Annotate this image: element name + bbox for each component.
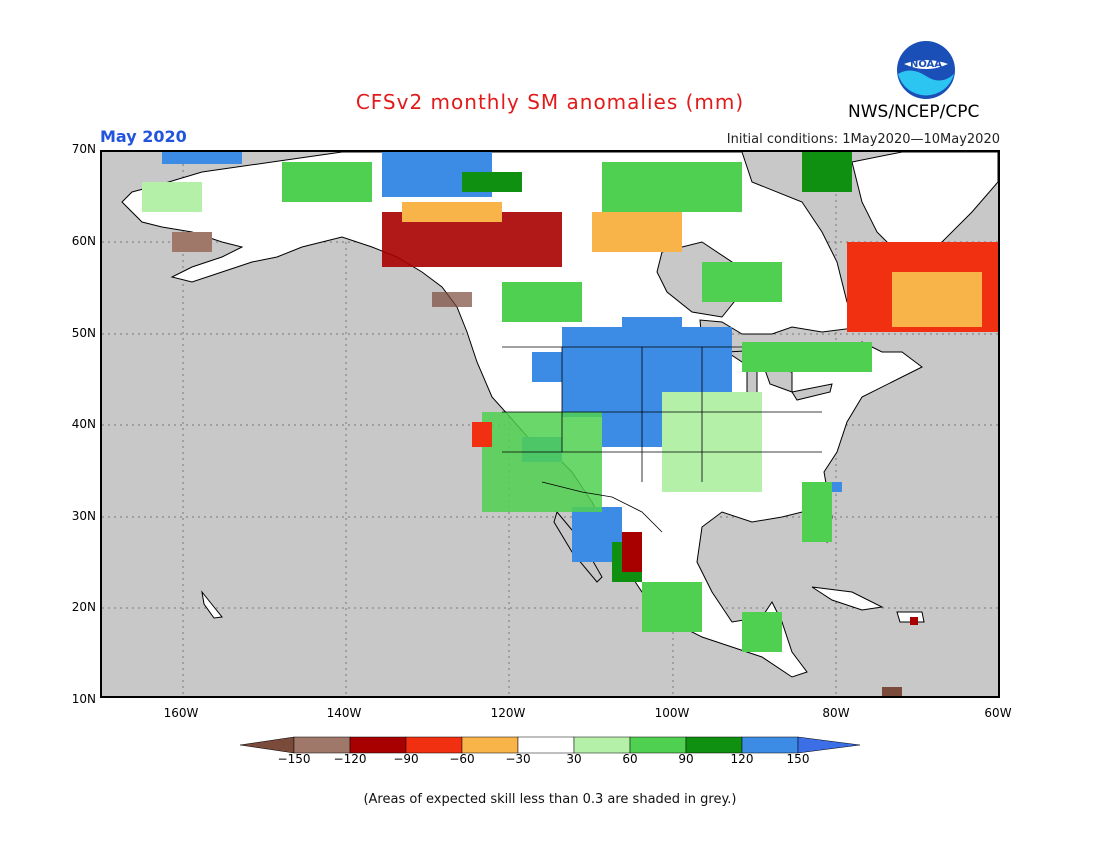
chart-title: CFSv2 monthly SM anomalies (mm)	[355, 90, 745, 114]
legend-tick-label: 90	[678, 752, 694, 766]
legend-color-box	[405, 736, 463, 754]
legend-arrow-right	[797, 736, 861, 754]
initial-conditions: Initial conditions: 1May2020—10May2020	[726, 132, 1000, 147]
lon-label-60w: 60W	[984, 706, 1012, 720]
lat-label-30n: 30N	[71, 509, 96, 523]
legend-arrow-left	[239, 736, 295, 754]
skill-footnote: (Areas of expected skill less than 0.3 a…	[363, 792, 737, 807]
legend-tick-label: −120	[333, 752, 367, 766]
legend-color-box	[461, 736, 519, 754]
legend-colorbar	[239, 735, 861, 755]
legend-color-box	[685, 736, 743, 754]
lon-label-120w: 120W	[490, 706, 526, 720]
lat-label-20n: 20N	[71, 600, 96, 614]
lon-label-160w: 160W	[163, 706, 199, 720]
month-label: May 2020	[100, 127, 187, 146]
legend-color-box	[629, 736, 687, 754]
legend-color-box	[741, 736, 799, 754]
lon-label-140w: 140W	[326, 706, 362, 720]
anomaly-cells	[142, 152, 998, 696]
legend-tick-label: 120	[730, 752, 754, 766]
lat-label-60n: 60N	[71, 234, 96, 248]
legend-tick-label: −150	[277, 752, 311, 766]
lat-label-40n: 40N	[71, 417, 96, 431]
legend-tick-label: −90	[393, 752, 419, 766]
caribbean-islands	[201, 586, 925, 623]
lat-label-10n: 10N	[71, 692, 96, 706]
lat-label-50n: 50N	[71, 326, 96, 340]
land-greenland	[851, 152, 998, 258]
legend-color-box	[349, 736, 407, 754]
noaa-logo-icon: NOAA	[896, 40, 956, 100]
legend-tick-label: 30	[566, 752, 582, 766]
legend-color-box	[293, 736, 351, 754]
anomaly-map	[100, 150, 1000, 698]
noaa-logo-text: NOAA	[910, 59, 942, 70]
legend-tick-label: −60	[449, 752, 475, 766]
map-svg	[102, 152, 998, 696]
legend-tick-label: 60	[622, 752, 638, 766]
lon-label-80w: 80W	[822, 706, 850, 720]
lon-label-100w: 100W	[654, 706, 690, 720]
lat-label-70n: 70N	[71, 142, 96, 156]
political-boundaries	[502, 346, 822, 533]
legend-color-box	[517, 736, 575, 754]
legend-color-box	[573, 736, 631, 754]
agency-label: NWS/NCEP/CPC	[848, 102, 980, 122]
legend-colorbar-svg	[239, 736, 861, 754]
legend-tick-label: 150	[786, 752, 810, 766]
legend-tick-label: −30	[505, 752, 531, 766]
